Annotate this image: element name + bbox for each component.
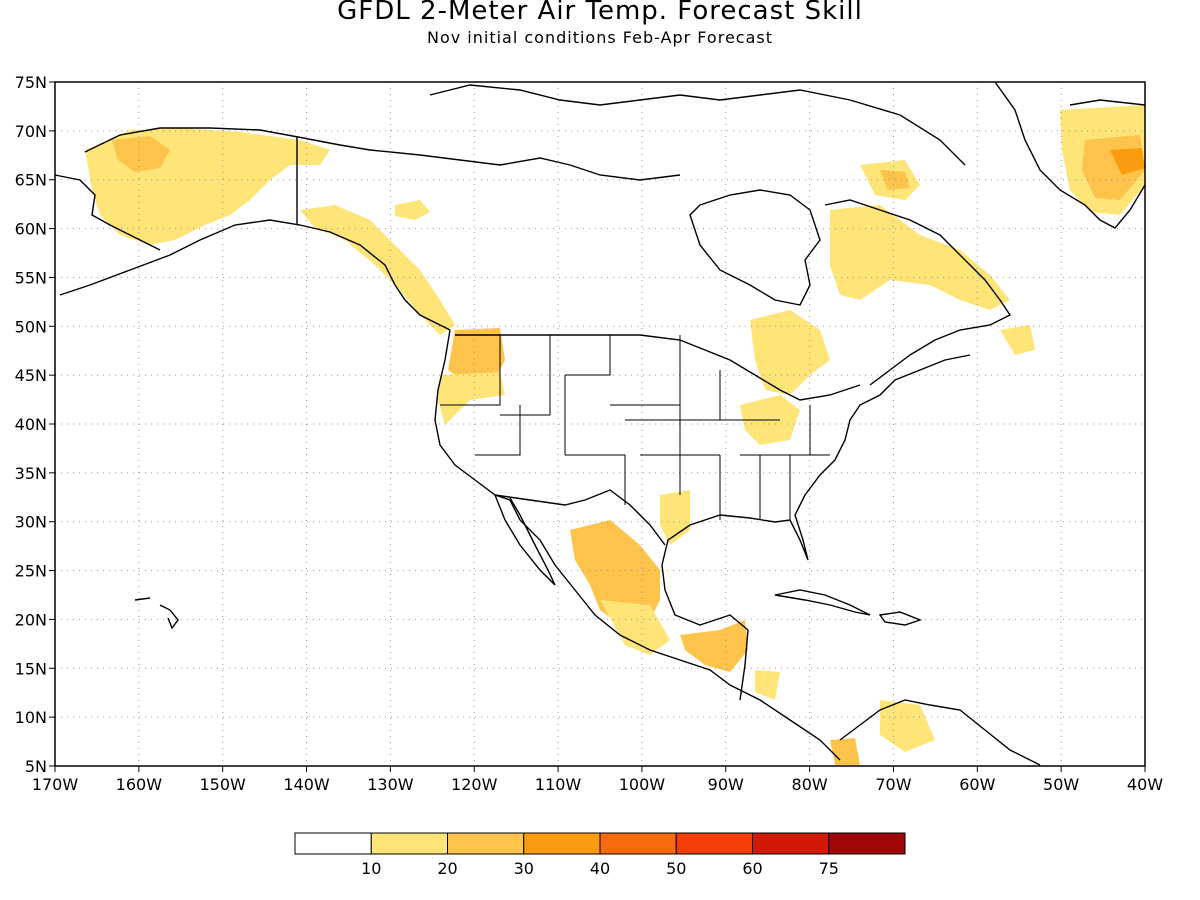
colorbar-label: 30: [514, 859, 534, 878]
border-us-canada: [455, 334, 861, 401]
skill-area-mexico: [570, 520, 660, 625]
skill-area-yukon: [395, 200, 430, 220]
lat-tick-label: 40N: [15, 415, 47, 434]
skill-area-alaska-strong: [112, 136, 170, 172]
lon-tick-label: 40W: [1127, 775, 1163, 794]
skill-area-oregon: [438, 372, 505, 425]
skill-area-central-america-light: [755, 670, 780, 700]
coast-hawaii: [134, 597, 179, 630]
colorbar-label: 75: [819, 859, 839, 878]
lat-tick-label: 60N: [15, 220, 47, 239]
colorbar-label: 60: [742, 859, 762, 878]
skill-area-mexico-light: [600, 600, 670, 655]
lon-tick-label: 160W: [116, 775, 163, 794]
coast-hudson-bay: [689, 189, 821, 306]
colorbar-swatch: [599, 832, 677, 855]
lon-tick-label: 140W: [283, 775, 330, 794]
skill-area-bc-coast: [300, 205, 455, 335]
lat-tick-label: 5N: [25, 757, 47, 776]
lon-tick-label: 130W: [367, 775, 414, 794]
skill-area-quebec: [830, 205, 1010, 310]
lat-tick-label: 30N: [15, 513, 47, 532]
lat-tick-label: 20N: [15, 610, 47, 629]
lon-tick-label: 100W: [619, 775, 666, 794]
coast-hispaniola: [878, 611, 923, 626]
lat-tick-label: 50N: [15, 317, 47, 336]
lon-tick-label: 60W: [959, 775, 995, 794]
skill-area-ontario: [750, 310, 830, 395]
lat-tick-label: 45N: [15, 366, 47, 385]
colorbar-label: 10: [361, 859, 381, 878]
colorbar-swatch: [523, 832, 601, 855]
coast-south-america: [839, 699, 1041, 766]
colorbar-swatch: [447, 832, 525, 855]
colorbar-label: 40: [590, 859, 610, 878]
colorbar-label: 50: [666, 859, 686, 878]
map-title: GFDL 2-Meter Air Temp. Forecast Skill: [337, 0, 863, 26]
lat-tick-label: 70N: [15, 122, 47, 141]
longitude-labels: 170W 160W 150W 140W 130W 120W 110W 100W 90W 80W 70…: [32, 766, 1163, 794]
lat-tick-label: 15N: [15, 659, 47, 678]
coast-gulf: [661, 354, 971, 701]
skill-area-newfoundland: [1000, 325, 1035, 355]
coast-canada-arctic: [369, 84, 966, 181]
coastlines: [54, 81, 1146, 766]
skill-shading: [85, 105, 1145, 765]
lat-tick-label: 25N: [15, 562, 47, 581]
state-borders: [440, 335, 830, 520]
coast-alaska: [54, 127, 451, 331]
colorbar-label: 20: [437, 859, 457, 878]
coast-baja: [494, 494, 556, 586]
colorbar-swatch: [752, 832, 830, 855]
lat-tick-label: 35N: [15, 464, 47, 483]
colorbar-swatch: [675, 832, 753, 855]
lon-tick-label: 80W: [792, 775, 828, 794]
border-us-mexico: [494, 489, 666, 546]
coast-labrador: [824, 199, 1012, 386]
coast-cuba: [774, 589, 871, 616]
map-subtitle: Nov initial conditions Feb-Apr Forecast: [426, 28, 773, 47]
lat-tick-label: 55N: [15, 268, 47, 287]
colorbar: 10 20 30 40 50 60 75: [294, 832, 906, 878]
lon-tick-label: 120W: [451, 775, 498, 794]
colorbar-swatch: [828, 832, 906, 855]
skill-area-south-america: [880, 700, 935, 752]
lat-tick-label: 75N: [15, 73, 47, 92]
lon-tick-label: 150W: [200, 775, 247, 794]
skill-area-washington: [448, 328, 505, 385]
lon-tick-label: 90W: [708, 775, 744, 794]
skill-area-central-america: [680, 620, 748, 672]
lon-tick-label: 110W: [535, 775, 582, 794]
lon-tick-label: 170W: [32, 775, 79, 794]
coast-us-west: [434, 329, 841, 761]
lon-tick-label: 50W: [1043, 775, 1079, 794]
skill-area-colombia: [830, 738, 860, 765]
lat-tick-label: 10N: [15, 708, 47, 727]
lon-tick-label: 70W: [875, 775, 911, 794]
latitude-labels: 5N 10N 15N 20N 25N 30N 35N 40N 45N 50N 55N 60N 65N 70…: [15, 73, 55, 776]
lat-tick-label: 65N: [15, 171, 47, 190]
skill-area-greenland-peak: [1110, 148, 1145, 175]
colorbar-swatch: [370, 832, 448, 855]
skill-area-texas: [660, 490, 690, 545]
colorbar-swatch: [294, 832, 372, 855]
coast-greenland: [994, 81, 1146, 229]
